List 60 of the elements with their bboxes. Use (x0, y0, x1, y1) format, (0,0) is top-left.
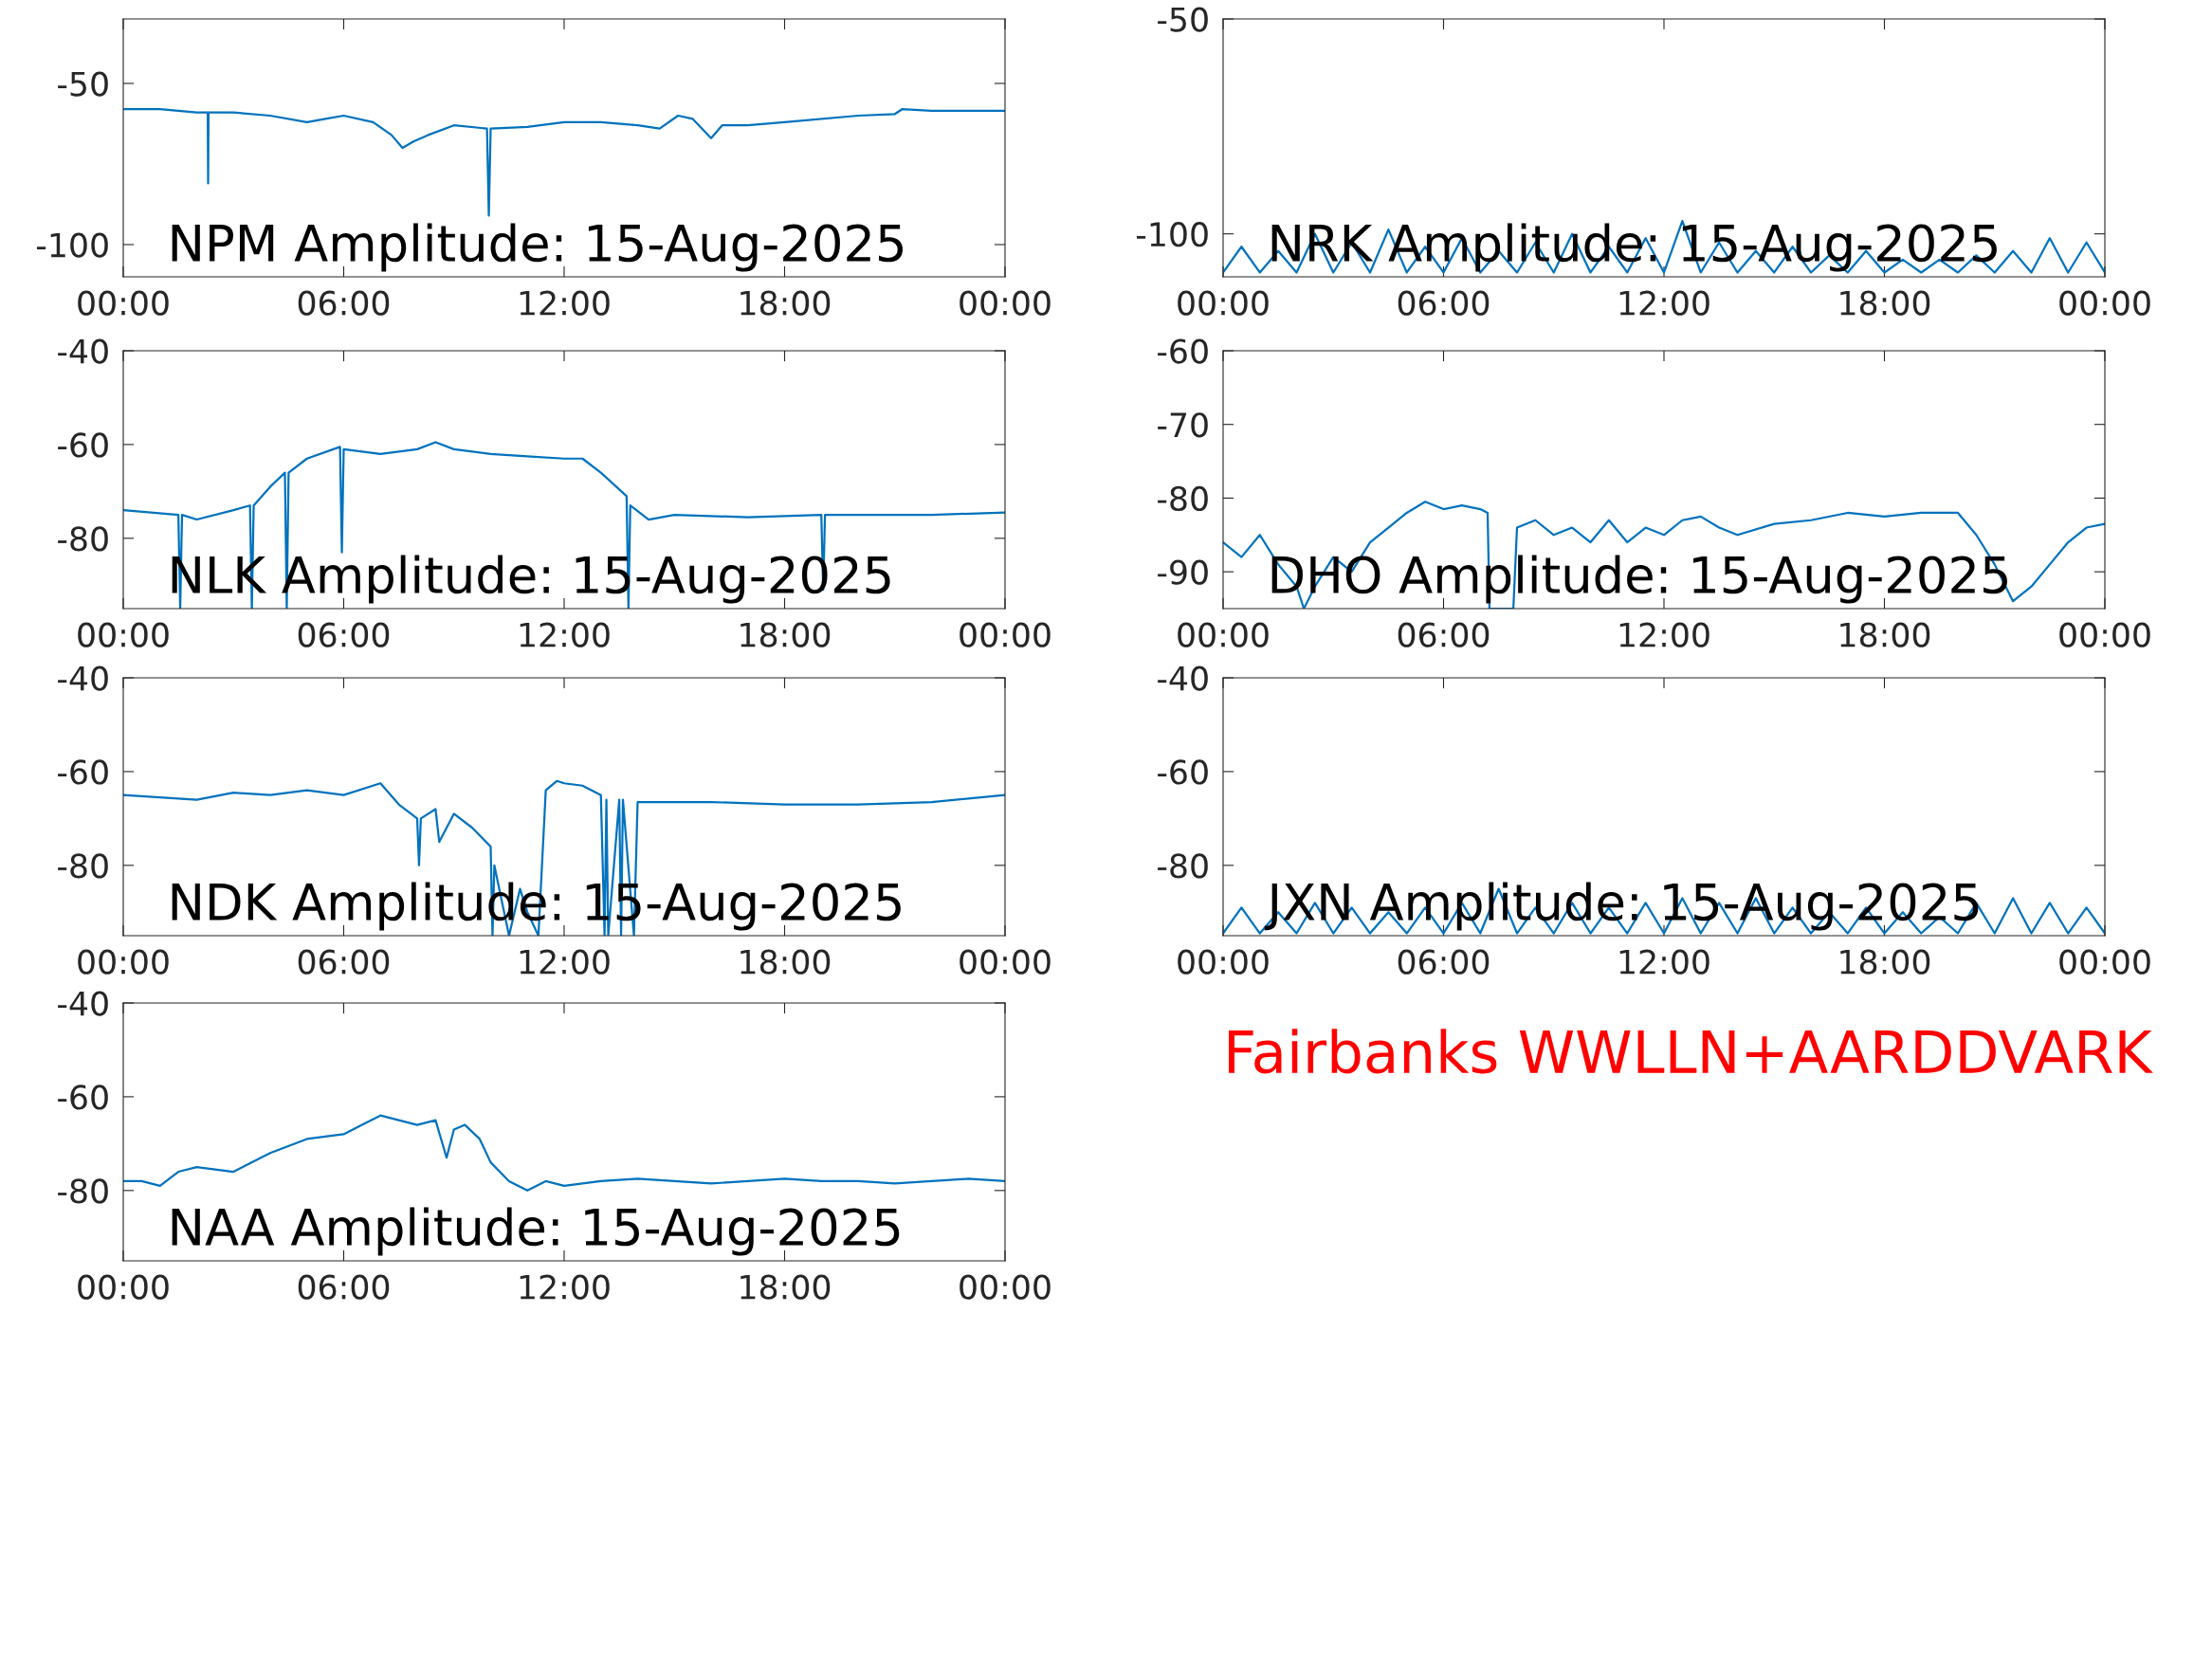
x-tick-label: 18:00 (1840, 622, 1930, 647)
x-tick-label: 12:00 (1619, 290, 1709, 316)
line-series (123, 108, 1005, 217)
y-tick-label: -100 (37, 232, 108, 258)
x-tick-label: 18:00 (1840, 290, 1930, 316)
x-tick-label: 00:00 (78, 622, 169, 647)
x-tick-label: 06:00 (1398, 290, 1490, 316)
y-tick-label: -40 (58, 665, 108, 691)
x-tick-label: 12:00 (520, 290, 610, 316)
y-tick-label: -60 (58, 759, 108, 785)
y-tick-label: -80 (58, 526, 108, 552)
y-tick-label: -80 (1158, 485, 1208, 512)
x-tick-label: 12:00 (520, 1274, 610, 1300)
x-tick-label: 00:00 (78, 290, 169, 316)
x-tick-label: 06:00 (298, 622, 390, 647)
x-tick-label: 00:00 (960, 1274, 1051, 1300)
x-tick-label: 12:00 (1619, 949, 1709, 975)
x-tick-label: 00:00 (1178, 622, 1269, 647)
x-tick-label: 12:00 (1619, 622, 1709, 647)
x-tick-label: 12:00 (520, 622, 610, 647)
x-tick-label: 06:00 (1398, 949, 1490, 975)
y-tick-label: -40 (58, 338, 108, 364)
text: Fairbanks WWLLN+AARDDVARK (1229, 1029, 2153, 1074)
y-tick-label: -80 (1158, 853, 1208, 879)
line-series (123, 1114, 1005, 1192)
y-tick-label: -70 (1158, 412, 1208, 438)
x-tick-label: 06:00 (298, 290, 390, 316)
x-tick-label: 18:00 (740, 622, 831, 647)
x-tick-label: 00:00 (960, 949, 1051, 975)
y-tick-label: -50 (1158, 7, 1208, 32)
x-tick-label: 12:00 (520, 949, 610, 975)
x-tick-label: 00:00 (78, 949, 169, 975)
y-tick-label: -60 (1158, 338, 1208, 364)
y-tick-label: -60 (58, 432, 108, 458)
x-tick-label: 00:00 (960, 622, 1051, 647)
x-tick-label: 18:00 (1840, 949, 1930, 975)
y-tick-label: -90 (1158, 559, 1208, 585)
x-tick-label: 06:00 (298, 949, 390, 975)
y-tick-label: -80 (58, 1178, 108, 1204)
text: NAA Amplitude: 15-Aug-2025 (172, 1207, 900, 1256)
x-tick-label: 00:00 (2059, 949, 2150, 975)
text: NPM Amplitude: 15-Aug-2025 (172, 223, 903, 272)
x-tick-label: 00:00 (1178, 290, 1269, 316)
y-tick-label: -40 (1158, 665, 1208, 691)
y-tick-label: -60 (58, 1085, 108, 1110)
x-tick-label: 06:00 (1398, 622, 1490, 647)
y-tick-label: -50 (58, 71, 108, 97)
x-tick-label: 18:00 (740, 290, 831, 316)
y-tick-label: -80 (58, 853, 108, 879)
y-tick-label: -100 (1137, 222, 1208, 247)
x-tick-label: 00:00 (2059, 622, 2150, 647)
x-tick-label: 00:00 (2059, 290, 2150, 316)
x-tick-label: 00:00 (960, 290, 1051, 316)
y-tick-label: -60 (1158, 759, 1208, 785)
x-tick-label: 18:00 (740, 949, 831, 975)
x-tick-label: 18:00 (740, 1274, 831, 1300)
y-tick-label: -40 (58, 991, 108, 1016)
x-tick-label: 06:00 (298, 1274, 390, 1300)
x-tick-label: 00:00 (1178, 949, 1269, 975)
x-tick-label: 00:00 (78, 1274, 169, 1300)
